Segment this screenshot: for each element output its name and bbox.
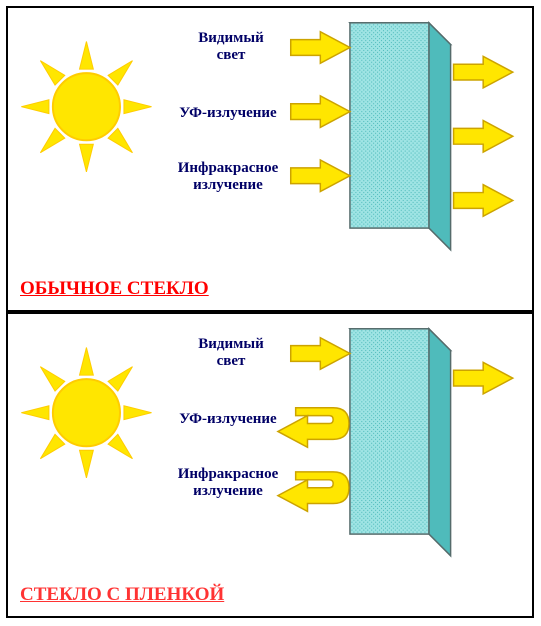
arrows-in (291, 32, 350, 192)
panel-film-glass: Видимый свет УФ-излучение Инфракрасное и… (6, 312, 534, 618)
sun-icon (21, 348, 151, 478)
label-infrared: Инфракрасное излучение (163, 160, 293, 193)
arrows-out (454, 56, 513, 216)
title-film-glass: СТЕКЛО С ПЛЕНКОЙ (20, 584, 224, 606)
label-infrared: Инфракрасное излучение (163, 466, 293, 499)
label-visible-light: Видимый свет (176, 30, 286, 63)
panel-regular-glass: Видимый свет УФ-излучение Инфракрасное и… (6, 6, 534, 312)
diagram-container: Видимый свет УФ-излучение Инфракрасное и… (0, 0, 541, 626)
label-uv: УФ-излучение (163, 411, 293, 428)
arrows-in (291, 338, 350, 370)
label-visible-light: Видимый свет (176, 336, 286, 369)
label-uv: УФ-излучение (163, 105, 293, 122)
title-regular-glass: ОБЫЧНОЕ СТЕКЛО (20, 278, 209, 300)
glass-pane (350, 329, 451, 556)
sun-icon (21, 42, 151, 172)
glass-pane (350, 23, 451, 250)
arrows-out (454, 362, 513, 394)
